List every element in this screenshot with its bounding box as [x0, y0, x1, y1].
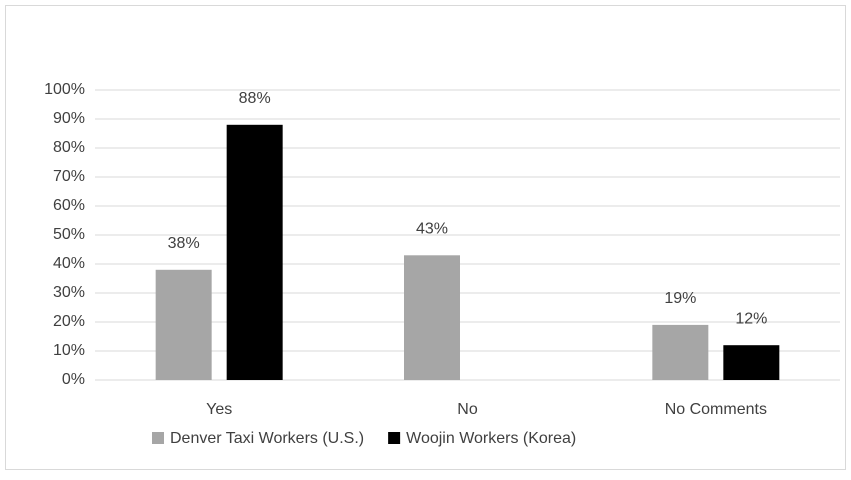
bar [404, 255, 460, 380]
legend-swatch [152, 432, 164, 444]
y-tick-label: 30% [53, 284, 85, 301]
y-tick-label: 50% [53, 226, 85, 243]
bar [226, 124, 283, 380]
y-tick-label: 90% [53, 110, 85, 127]
data-label: 43% [416, 221, 448, 238]
y-tick-label: 0% [62, 371, 85, 388]
data-label: 19% [664, 290, 696, 307]
y-tick-label: 100% [44, 81, 85, 98]
y-tick-label: 20% [53, 313, 85, 330]
chart-frame [5, 5, 846, 470]
bar [652, 324, 709, 380]
bar [155, 269, 212, 380]
bar [723, 345, 780, 380]
x-tick-label: No [457, 401, 478, 418]
legend-label: Denver Taxi Workers (U.S.) [170, 430, 364, 447]
legend-label: Woojin Workers (Korea) [406, 430, 576, 447]
x-tick-label: Yes [206, 401, 232, 418]
data-label: 88% [239, 90, 271, 107]
y-tick-label: 70% [53, 168, 85, 185]
y-tick-label: 40% [53, 255, 85, 272]
y-tick-label: 60% [53, 197, 85, 214]
x-tick-label: No Comments [665, 401, 767, 418]
y-tick-label: 80% [53, 139, 85, 156]
data-label: 38% [168, 235, 200, 252]
y-tick-label: 10% [53, 342, 85, 359]
legend-background [6, 418, 845, 469]
legend-swatch [388, 432, 401, 444]
data-label: 12% [735, 310, 767, 327]
